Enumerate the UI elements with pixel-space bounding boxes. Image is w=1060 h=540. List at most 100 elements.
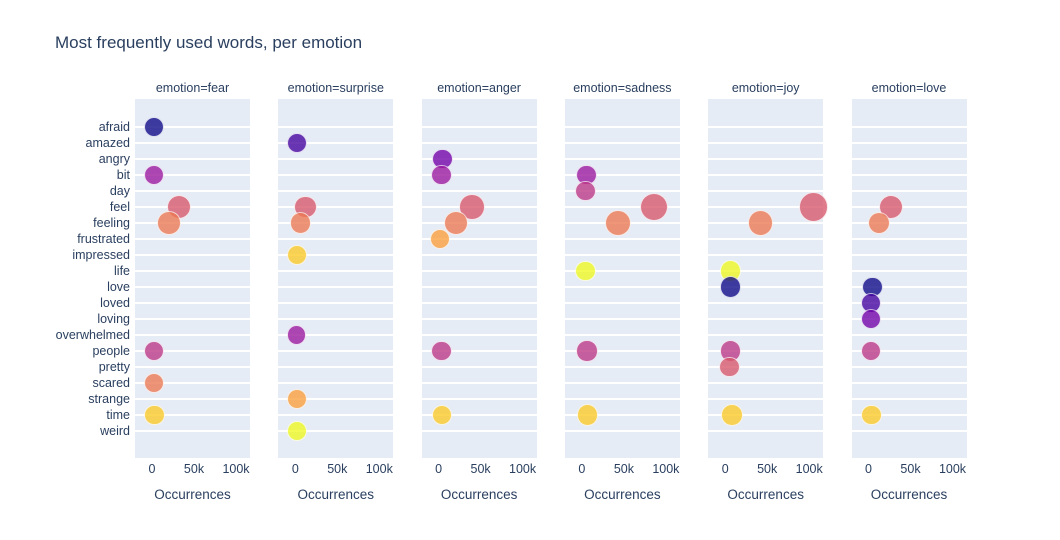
data-point-love[interactable] <box>719 276 741 298</box>
y-axis-label: love <box>107 280 130 294</box>
x-tick-label: 50k <box>757 462 778 476</box>
data-point-pretty[interactable] <box>718 356 740 378</box>
gridline <box>278 238 394 240</box>
data-point-amazed[interactable] <box>287 133 307 153</box>
data-point-impressed[interactable] <box>287 245 307 265</box>
gridline <box>564 254 680 256</box>
gridline <box>564 174 680 176</box>
data-point-time[interactable] <box>861 404 882 426</box>
data-point-strange[interactable] <box>287 389 307 409</box>
data-point-life[interactable] <box>574 260 596 282</box>
gridline <box>278 174 394 176</box>
x-axis-title: Occurrences <box>154 487 231 502</box>
facet-title: emotion=fear <box>155 81 230 95</box>
gridline <box>564 126 680 128</box>
gridline <box>564 270 680 272</box>
gridline <box>135 222 250 224</box>
gridline <box>421 222 537 224</box>
gridline <box>135 302 250 304</box>
gridline <box>708 430 824 432</box>
data-point-weird[interactable] <box>286 421 307 441</box>
data-point-feeling[interactable] <box>747 210 774 236</box>
gridline <box>278 414 394 416</box>
data-point-overwhelmed[interactable] <box>286 325 307 345</box>
y-axis-label: angry <box>98 152 130 166</box>
data-point-feel[interactable] <box>798 192 829 222</box>
x-tick-label: 0 <box>435 462 443 476</box>
gridline <box>564 430 680 432</box>
gridline <box>421 398 537 400</box>
data-point-frustrated[interactable] <box>430 228 451 249</box>
gridline <box>851 254 967 256</box>
data-point-time[interactable] <box>721 404 743 426</box>
gridline <box>851 430 967 432</box>
x-tick-label: 100k <box>795 462 823 476</box>
gridline <box>564 190 680 192</box>
y-axis-label: bit <box>116 168 130 182</box>
gridline <box>708 286 824 288</box>
x-tick-label: 0 <box>865 462 872 476</box>
y-axis-label: pretty <box>98 360 130 374</box>
y-axis-label: amazed <box>85 136 130 150</box>
gridline <box>851 238 967 240</box>
data-point-afraid[interactable] <box>143 117 164 137</box>
gridline <box>708 158 824 160</box>
data-point-day[interactable] <box>574 180 596 202</box>
x-tick-label: 0 <box>578 462 586 476</box>
gridline <box>708 190 824 192</box>
gridline <box>135 174 250 176</box>
gridline <box>421 238 537 240</box>
y-axis-label: feeling <box>93 216 130 230</box>
data-point-bit[interactable] <box>143 165 164 185</box>
x-tick-label: 100k <box>509 462 537 476</box>
x-tick-label: 100k <box>938 462 967 476</box>
facet-panel-joy <box>708 99 829 458</box>
data-point-time[interactable] <box>144 404 165 426</box>
gridline <box>421 126 537 128</box>
data-point-loving[interactable] <box>861 308 882 330</box>
gridline <box>851 350 967 352</box>
gridline <box>135 286 250 288</box>
data-point-feeling[interactable] <box>290 212 312 234</box>
y-axis-label: people <box>92 344 130 358</box>
data-point-feel[interactable] <box>639 192 669 222</box>
gridline <box>421 174 537 176</box>
x-tick-label: 50k <box>470 462 491 476</box>
gridline <box>278 270 394 272</box>
gridline <box>135 238 250 240</box>
data-point-feeling[interactable] <box>157 211 181 235</box>
gridline <box>708 414 824 416</box>
gridline <box>851 318 967 320</box>
data-point-feeling[interactable] <box>867 211 891 235</box>
y-axis-label: weird <box>100 424 130 438</box>
gridline <box>708 302 824 304</box>
gridline <box>135 270 250 272</box>
data-point-time[interactable] <box>431 404 453 426</box>
gridline <box>278 382 394 384</box>
data-point-scared[interactable] <box>144 372 165 394</box>
data-point-people[interactable] <box>861 340 882 362</box>
data-point-feeling[interactable] <box>605 210 631 236</box>
data-point-time[interactable] <box>577 404 599 426</box>
y-axis-label: frustrated <box>77 232 130 246</box>
gridline <box>564 366 680 368</box>
gridline <box>851 398 967 400</box>
facet-title: emotion=love <box>871 81 947 95</box>
data-point-feeling[interactable] <box>444 211 468 235</box>
data-point-people[interactable] <box>431 340 452 362</box>
gridline <box>278 190 394 192</box>
data-point-people[interactable] <box>143 341 164 361</box>
gridline <box>135 158 250 160</box>
data-point-bit[interactable] <box>431 164 452 186</box>
gridline <box>851 222 967 224</box>
y-axis-label: strange <box>88 392 130 406</box>
gridline <box>135 366 250 368</box>
gridline <box>851 270 967 272</box>
gridline <box>708 366 824 368</box>
x-tick-label: 0 <box>148 462 156 476</box>
gridline <box>708 238 824 240</box>
gridline <box>708 254 824 256</box>
gridline <box>278 302 394 304</box>
gridline <box>564 206 680 208</box>
data-point-people[interactable] <box>576 340 598 362</box>
